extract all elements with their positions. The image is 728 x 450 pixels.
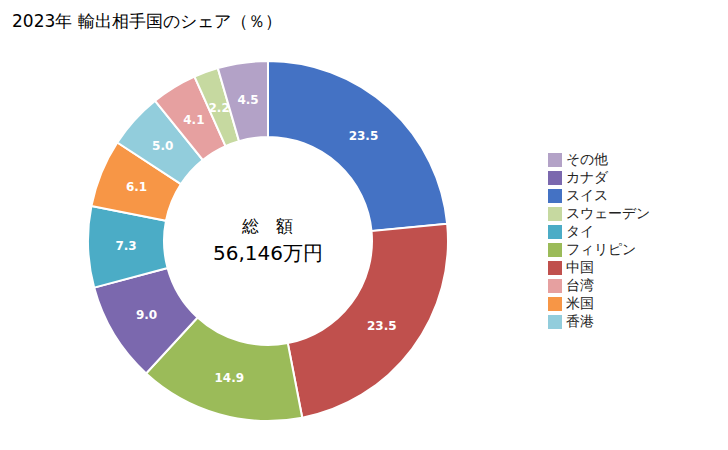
html-text:中国: 中国 [566,259,594,275]
html-text:スイス: スイス [566,187,608,203]
svg-text:9.0: 9.0 [136,308,157,322]
svg-text:2.2: 2.2 [208,101,229,115]
svg-text:4.5: 4.5 [237,93,258,107]
html-text:米国: 米国 [566,295,594,311]
svg-text:14.9: 14.9 [214,371,244,385]
html-text:総 額: 総 額 [242,216,294,237]
html-text:香港: 香港 [566,313,594,329]
html-text:スウェーデン: スウェーデン [566,205,650,221]
html-text:タイ: タイ [566,223,594,239]
html-text:56,146万円: 56,146万円 [213,240,323,265]
html-text:その他: その他 [566,151,608,167]
svg-text:6.1: 6.1 [126,180,147,194]
html-text:台湾: 台湾 [566,277,594,293]
svg-text:4.1: 4.1 [183,113,204,127]
html-text:フィリピン: フィリピン [566,241,636,257]
svg-text:23.5: 23.5 [349,129,379,143]
html-text:2023年 輸出相手国のシェア（％）: 2023年 輸出相手国のシェア（％） [12,11,282,31]
html-text:カナダ: カナダ [566,169,608,185]
svg-text:23.5: 23.5 [367,319,397,333]
svg-text:7.3: 7.3 [115,239,136,253]
svg-text:5.0: 5.0 [152,139,173,153]
